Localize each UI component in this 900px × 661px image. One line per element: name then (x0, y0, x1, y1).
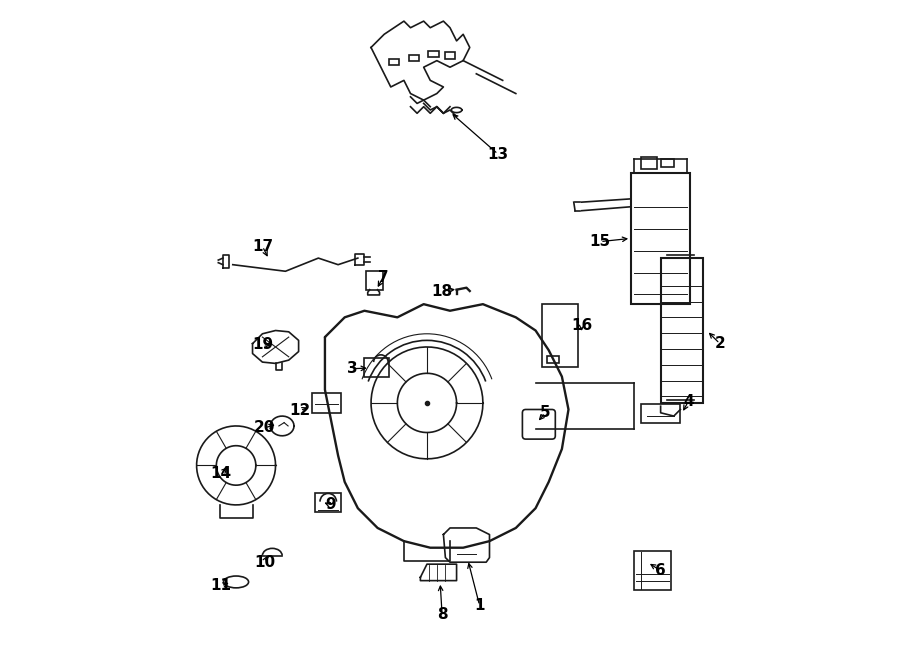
Text: 5: 5 (540, 405, 551, 420)
Bar (315, 493, 341, 512)
Text: 3: 3 (347, 361, 358, 376)
Text: 10: 10 (254, 555, 274, 570)
Bar (641, 405, 680, 422)
Text: 16: 16 (571, 318, 592, 332)
Text: 13: 13 (488, 147, 508, 161)
Bar (311, 393, 341, 412)
Bar (409, 55, 419, 61)
Bar (542, 304, 579, 367)
Text: 20: 20 (254, 420, 275, 436)
Text: 4: 4 (683, 394, 694, 409)
Bar (661, 258, 704, 403)
Text: 19: 19 (252, 338, 273, 352)
Bar (641, 157, 657, 169)
Bar (445, 52, 455, 59)
Bar (364, 358, 390, 377)
Bar (631, 173, 690, 304)
Text: 6: 6 (655, 563, 666, 578)
Text: 9: 9 (325, 498, 336, 512)
Text: 11: 11 (211, 578, 231, 594)
Bar (389, 59, 400, 65)
Text: 17: 17 (252, 239, 273, 254)
Text: 12: 12 (289, 403, 310, 418)
Bar (661, 159, 674, 167)
Text: 2: 2 (715, 336, 725, 351)
Bar (366, 271, 382, 290)
Text: 8: 8 (436, 607, 447, 623)
Text: 15: 15 (590, 234, 610, 249)
Text: 7: 7 (377, 270, 388, 286)
Bar (547, 356, 559, 364)
Text: 18: 18 (431, 284, 453, 299)
Text: 14: 14 (211, 467, 231, 481)
Bar (634, 551, 670, 590)
Text: 1: 1 (474, 598, 485, 613)
Bar (428, 51, 439, 58)
